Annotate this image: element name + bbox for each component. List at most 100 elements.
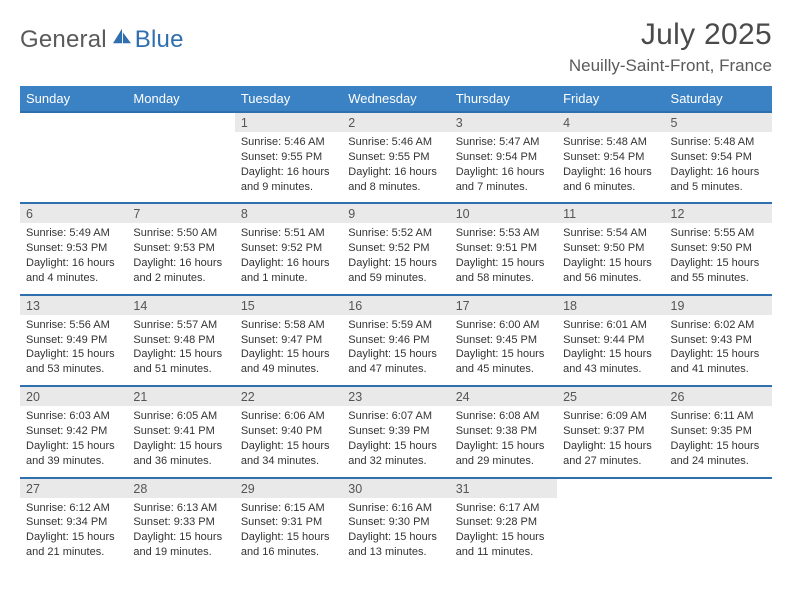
day1-text: Daylight: 15 hours: [348, 347, 443, 362]
sunrise-text: Sunrise: 5:54 AM: [563, 226, 658, 241]
date-number: 11: [563, 207, 576, 221]
date-number: 31: [456, 482, 470, 496]
sunset-text: Sunset: 9:30 PM: [348, 515, 443, 530]
date-cell: 28: [127, 478, 234, 498]
brand-word-2: Blue: [135, 26, 184, 54]
col-saturday: Saturday: [665, 86, 772, 112]
date-number: 26: [671, 390, 685, 404]
date-cell: [557, 478, 664, 498]
sunrise-text: Sunrise: 6:13 AM: [133, 501, 228, 516]
info-row: Sunrise: 5:49 AMSunset: 9:53 PMDaylight:…: [20, 223, 772, 294]
day1-text: Daylight: 15 hours: [563, 439, 658, 454]
day2-text: and 41 minutes.: [671, 362, 766, 377]
day2-text: and 1 minute.: [241, 271, 336, 286]
sunset-text: Sunset: 9:28 PM: [456, 515, 551, 530]
info-cell: Sunrise: 6:16 AMSunset: 9:30 PMDaylight:…: [342, 498, 449, 568]
info-cell: Sunrise: 6:05 AMSunset: 9:41 PMDaylight:…: [127, 406, 234, 477]
sunset-text: Sunset: 9:54 PM: [456, 150, 551, 165]
day2-text: and 21 minutes.: [26, 545, 121, 560]
day1-text: Daylight: 15 hours: [133, 530, 228, 545]
day1-text: Daylight: 15 hours: [348, 439, 443, 454]
day1-text: Daylight: 15 hours: [241, 347, 336, 362]
date-cell: 5: [665, 112, 772, 132]
brand-logo: General Blue: [20, 18, 184, 54]
day2-text: and 2 minutes.: [133, 271, 228, 286]
day2-text: and 53 minutes.: [26, 362, 121, 377]
date-cell: 21: [127, 386, 234, 406]
date-cell: [20, 112, 127, 132]
col-monday: Monday: [127, 86, 234, 112]
info-cell: Sunrise: 6:09 AMSunset: 9:37 PMDaylight:…: [557, 406, 664, 477]
col-wednesday: Wednesday: [342, 86, 449, 112]
date-number: 4: [563, 116, 570, 130]
sunset-text: Sunset: 9:39 PM: [348, 424, 443, 439]
date-cell: 29: [235, 478, 342, 498]
info-cell: Sunrise: 6:15 AMSunset: 9:31 PMDaylight:…: [235, 498, 342, 568]
day2-text: and 24 minutes.: [671, 454, 766, 469]
date-number: 20: [26, 390, 40, 404]
date-number: 22: [241, 390, 255, 404]
date-cell: 11: [557, 203, 664, 223]
day2-text: and 47 minutes.: [348, 362, 443, 377]
sunset-text: Sunset: 9:34 PM: [26, 515, 121, 530]
day1-text: Daylight: 16 hours: [671, 165, 766, 180]
date-cell: 12: [665, 203, 772, 223]
date-cell: [127, 112, 234, 132]
info-cell: Sunrise: 5:47 AMSunset: 9:54 PMDaylight:…: [450, 132, 557, 203]
sunrise-text: Sunrise: 6:06 AM: [241, 409, 336, 424]
info-cell: Sunrise: 5:55 AMSunset: 9:50 PMDaylight:…: [665, 223, 772, 294]
date-cell: [665, 478, 772, 498]
day1-text: Daylight: 16 hours: [241, 256, 336, 271]
day1-text: Daylight: 15 hours: [563, 256, 658, 271]
day1-text: Daylight: 15 hours: [456, 256, 551, 271]
sunrise-text: Sunrise: 5:46 AM: [241, 135, 336, 150]
info-row: Sunrise: 6:12 AMSunset: 9:34 PMDaylight:…: [20, 498, 772, 568]
sunset-text: Sunset: 9:45 PM: [456, 333, 551, 348]
sunrise-text: Sunrise: 6:15 AM: [241, 501, 336, 516]
day1-text: Daylight: 16 hours: [563, 165, 658, 180]
col-tuesday: Tuesday: [235, 86, 342, 112]
info-cell: Sunrise: 5:50 AMSunset: 9:53 PMDaylight:…: [127, 223, 234, 294]
info-cell: Sunrise: 5:49 AMSunset: 9:53 PMDaylight:…: [20, 223, 127, 294]
info-cell: Sunrise: 6:06 AMSunset: 9:40 PMDaylight:…: [235, 406, 342, 477]
day2-text: and 6 minutes.: [563, 180, 658, 195]
day2-text: and 49 minutes.: [241, 362, 336, 377]
day2-text: and 5 minutes.: [671, 180, 766, 195]
sunset-text: Sunset: 9:55 PM: [348, 150, 443, 165]
day1-text: Daylight: 15 hours: [456, 347, 551, 362]
sunrise-text: Sunrise: 6:02 AM: [671, 318, 766, 333]
info-cell: Sunrise: 6:02 AMSunset: 9:43 PMDaylight:…: [665, 315, 772, 386]
date-number: 5: [671, 116, 678, 130]
sunrise-text: Sunrise: 5:50 AM: [133, 226, 228, 241]
day1-text: Daylight: 15 hours: [456, 439, 551, 454]
sunset-text: Sunset: 9:44 PM: [563, 333, 658, 348]
date-cell: 3: [450, 112, 557, 132]
day1-text: Daylight: 15 hours: [241, 530, 336, 545]
day1-text: Daylight: 15 hours: [563, 347, 658, 362]
info-cell: Sunrise: 5:58 AMSunset: 9:47 PMDaylight:…: [235, 315, 342, 386]
day1-text: Daylight: 15 hours: [26, 347, 121, 362]
sunset-text: Sunset: 9:38 PM: [456, 424, 551, 439]
col-friday: Friday: [557, 86, 664, 112]
day1-text: Daylight: 15 hours: [348, 256, 443, 271]
sunrise-text: Sunrise: 5:59 AM: [348, 318, 443, 333]
date-number: 6: [26, 207, 33, 221]
date-cell: 19: [665, 295, 772, 315]
date-cell: 1: [235, 112, 342, 132]
info-cell: Sunrise: 5:52 AMSunset: 9:52 PMDaylight:…: [342, 223, 449, 294]
sunset-text: Sunset: 9:54 PM: [563, 150, 658, 165]
day1-text: Daylight: 16 hours: [348, 165, 443, 180]
day2-text: and 59 minutes.: [348, 271, 443, 286]
sunrise-text: Sunrise: 5:46 AM: [348, 135, 443, 150]
date-row: 6789101112: [20, 203, 772, 223]
date-number: 8: [241, 207, 248, 221]
sunrise-text: Sunrise: 5:49 AM: [26, 226, 121, 241]
date-cell: 27: [20, 478, 127, 498]
info-cell: [20, 132, 127, 203]
sail-icon: [111, 27, 133, 45]
date-row: 12345: [20, 112, 772, 132]
date-cell: 22: [235, 386, 342, 406]
date-cell: 6: [20, 203, 127, 223]
info-cell: [665, 498, 772, 568]
calendar-table: Sunday Monday Tuesday Wednesday Thursday…: [20, 86, 772, 568]
